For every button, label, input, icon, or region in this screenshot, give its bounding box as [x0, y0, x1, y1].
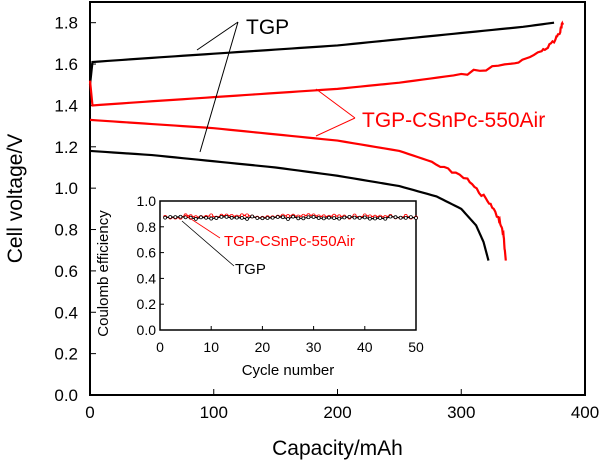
y-tick-label: 0.4 — [54, 303, 78, 322]
inset-y-tick-label: 1.0 — [137, 193, 157, 209]
inset-x-tick-label: 20 — [255, 339, 271, 355]
inset-data-point — [266, 217, 269, 220]
inset-data-point — [194, 217, 197, 220]
inset-data-point — [287, 217, 290, 220]
inset-data-point — [404, 216, 407, 219]
inset-x-tick-label: 50 — [408, 339, 424, 355]
annotation-arrow — [316, 89, 355, 136]
inset-data-point — [276, 215, 279, 218]
inset-x-tick-label: 30 — [306, 339, 322, 355]
inset-data-point — [353, 216, 356, 219]
y-tick-label: 1.6 — [54, 55, 78, 74]
y-tick-label: 0.8 — [54, 221, 78, 240]
inset-data-point — [230, 216, 233, 219]
inset-data-point — [374, 217, 377, 220]
inset-x-axis-label: Cycle number — [242, 362, 335, 379]
inset-y-axis-label: Coulomb efficiency — [95, 210, 112, 337]
y-axis-label: Cell voltage/V — [4, 134, 27, 264]
inset-data-point — [210, 217, 213, 220]
inset-data-point — [174, 216, 177, 219]
inset-data-point — [307, 216, 310, 219]
inset-data-point — [246, 214, 249, 217]
inset-y-tick-label: 0.0 — [137, 322, 157, 338]
inset-data-point — [205, 216, 208, 219]
x-tick-label: 100 — [200, 403, 228, 422]
inset-x-tick-label: 40 — [357, 339, 373, 355]
inset-data-point — [246, 217, 249, 220]
x-tick-label: 0 — [85, 403, 94, 422]
series-line-charge — [90, 23, 563, 106]
series-line-charge — [90, 23, 554, 85]
inset-data-point — [271, 216, 274, 219]
annotation-arrow — [197, 22, 238, 152]
inset-data-point — [164, 216, 167, 219]
inset-data-point — [251, 215, 254, 218]
x-tick-label: 400 — [571, 403, 599, 422]
inset-data-point — [348, 215, 351, 218]
inset-data-point — [169, 216, 172, 219]
inset-x-tick-label: 0 — [156, 339, 164, 355]
inset-data-point — [358, 216, 361, 219]
inset-data-point — [240, 216, 243, 219]
inset-data-point — [384, 217, 387, 220]
y-tick-label: 0.0 — [54, 386, 78, 405]
inset-data-point — [215, 216, 218, 219]
y-tick-label: 1.8 — [54, 14, 78, 33]
inset-data-point — [261, 217, 264, 220]
inset-label-tgp: TGP — [235, 261, 266, 278]
inset-data-point — [399, 216, 402, 219]
inset-data-point — [256, 217, 259, 220]
inset-y-tick-label: 0.4 — [137, 270, 157, 286]
inset-y-tick-label: 0.2 — [137, 296, 157, 312]
inset-data-point — [317, 217, 320, 220]
plot-frame — [90, 2, 585, 395]
y-tick-label: 1.2 — [54, 138, 78, 157]
inset-data-point — [368, 217, 371, 220]
annotation-tgp-csnpc: TGP-CSnPc-550Air — [362, 109, 545, 132]
inset-data-point — [379, 217, 382, 220]
inset-data-point — [312, 215, 315, 218]
inset-y-tick-label: 0.8 — [137, 219, 157, 235]
inset-data-point — [220, 215, 223, 218]
y-tick-label: 0.6 — [54, 262, 78, 281]
x-axis-label: Capacity/mAh — [272, 437, 403, 460]
inset-data-point — [333, 217, 336, 220]
inset-y-tick-label: 0.6 — [137, 245, 157, 261]
y-tick-label: 0.2 — [54, 345, 78, 364]
inset-data-point — [363, 216, 366, 219]
inset-data-point — [409, 216, 412, 219]
y-tick-label: 1.0 — [54, 179, 78, 198]
inset-data-point — [343, 216, 346, 219]
inset-data-point — [210, 214, 213, 217]
inset-data-point — [199, 216, 202, 219]
inset-data-point — [281, 216, 284, 219]
inset-data-point — [394, 216, 397, 219]
x-tick-label: 200 — [323, 403, 351, 422]
annotation-tgp: TGP — [246, 16, 289, 39]
inset-data-point — [338, 217, 341, 220]
inset-data-point — [297, 217, 300, 220]
x-tick-label: 300 — [447, 403, 475, 422]
inset-data-point — [225, 215, 228, 218]
inset-data-point — [302, 217, 305, 220]
inset-data-point — [415, 217, 418, 220]
inset-data-point — [327, 216, 330, 219]
chart: 0.00.20.40.60.81.01.21.41.61.80 100 200 300… — [0, 0, 605, 466]
inset-data-point — [179, 215, 182, 218]
inset-x-tick-label: 10 — [203, 339, 219, 355]
inset-data-point — [292, 215, 295, 218]
inset-data-point — [235, 216, 238, 219]
inset-data-point — [322, 217, 325, 220]
inset-label-tgp-csnpc: TGP-CSnPc-550Air — [224, 233, 355, 250]
inset-data-point — [389, 215, 392, 218]
y-tick-label: 1.4 — [54, 96, 78, 115]
